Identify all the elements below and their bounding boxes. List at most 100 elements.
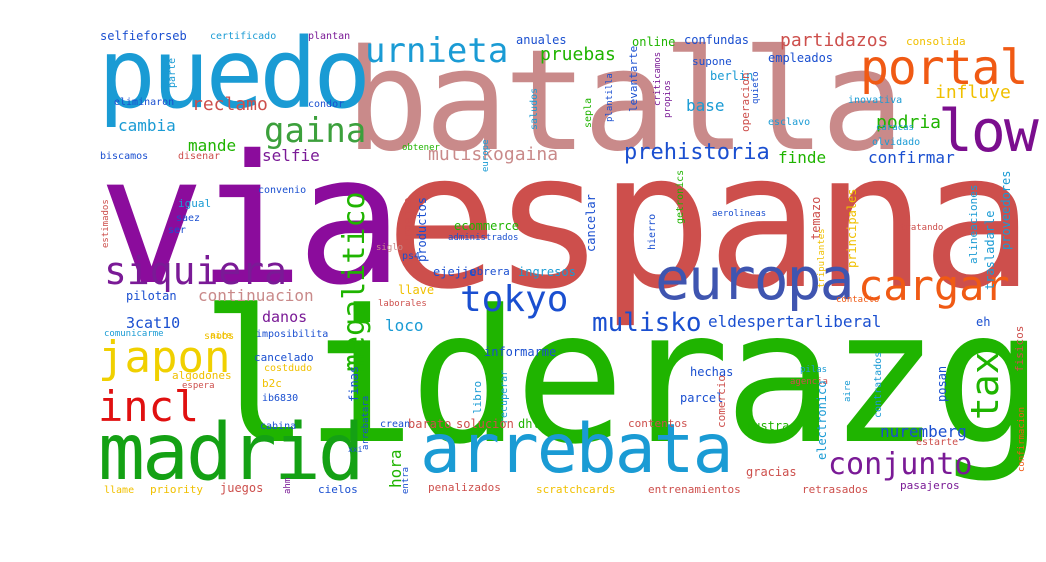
word-portal: portal (860, 40, 1028, 96)
word-saludos: saludos (529, 87, 540, 130)
word-sepla: parte (167, 57, 178, 88)
word-llame: llame (104, 485, 135, 496)
word-espana: espana (385, 112, 1034, 331)
word-algodones: algodones (172, 369, 232, 382)
word-scratchcards: scratchcards (536, 483, 616, 496)
word-obrera: obrera (470, 265, 510, 278)
word-ps4: ps4 (402, 251, 421, 262)
word-plantilla: sepla (583, 97, 594, 128)
word-informarme: informarme (484, 345, 557, 359)
word-siglo: siglo (376, 243, 404, 253)
word-megalitico: megalitico (337, 191, 372, 372)
word-europa: europa (655, 245, 855, 313)
word-selfie: selfie (262, 146, 320, 165)
word-anuales: anuales (516, 33, 567, 47)
word-administrados: administrados (448, 233, 519, 243)
word-empleados: empleados (768, 51, 834, 65)
word-confirmacion: confirmacion (1017, 406, 1027, 472)
word-danos: danos (262, 308, 308, 326)
word-esclavo: esclavo (768, 117, 811, 128)
word-puedo: puedo (98, 18, 371, 130)
word-alineaciones: alineaciones (967, 184, 980, 264)
word-comunicarme: comunicarme (104, 329, 164, 339)
word-costdudo: costdudo (264, 363, 313, 374)
word-pilotan: pilotan (126, 289, 177, 303)
word-condor: condor (308, 99, 345, 110)
word-cielos: cielos (318, 483, 358, 496)
word-trasladarle: trasladarle (983, 210, 997, 290)
word-gaina: gaina (264, 111, 367, 151)
word-llave: llave (398, 283, 435, 297)
word-ingresos: ingresos (518, 265, 576, 279)
word-cancelado: cancelado (254, 351, 314, 364)
word-igual: igual (178, 197, 212, 210)
word-eh: eh (976, 315, 991, 329)
word-3cat10: 3cat10 (126, 314, 181, 332)
word-plantan: plantan (308, 31, 351, 42)
word-japon: japon (98, 332, 231, 383)
word-saez: saez (176, 213, 201, 224)
word-siquiera: siquiera (104, 249, 288, 293)
word-criticamos: criticamos (653, 51, 663, 106)
word-fustra: fustra (746, 419, 790, 433)
word-ahm: ahm (283, 477, 293, 494)
word-estarte: estarte (916, 437, 959, 448)
word-priority: priority (150, 483, 203, 496)
word-incl: incl (98, 382, 200, 431)
word-olvidado: olvidado (872, 137, 921, 148)
word-electronico: electronico (815, 380, 829, 460)
word-principales: principales (845, 188, 859, 268)
word-inovativa: inovativa (848, 95, 903, 106)
word-pruebas: pruebas (540, 44, 616, 65)
word-eldespertarliberal: eldespertarliberal (708, 312, 882, 331)
word-base: base (686, 96, 725, 115)
word-muliskogaina: muliskogaina (428, 144, 559, 165)
word-parte: plantilla (605, 73, 615, 122)
word-finde: finde (778, 148, 827, 167)
word-operacion: operacion (739, 72, 752, 132)
word-recuperar: recuperar (499, 369, 510, 424)
word-imposibilita: imposibilita (256, 329, 329, 340)
word-supone: supone (692, 55, 732, 68)
word-snobs: snobs (204, 331, 235, 342)
word-mande: mande (188, 136, 237, 155)
word-arrebatara: libro (471, 380, 484, 414)
word-estimados: estimados (101, 199, 111, 248)
word-dhl: dhl (518, 417, 540, 431)
word-ib6830: ib6830 (262, 393, 299, 404)
word-levantarte: levantarte (627, 45, 640, 112)
word-low: low (938, 97, 1039, 165)
word-retrasados: retrasados (802, 483, 869, 496)
word-arrebata: arrebata (420, 410, 734, 489)
word-selfieforseb: selfieforseb (100, 29, 187, 43)
word-cornel: aire (210, 331, 232, 341)
word-solucion: solucion (456, 417, 514, 431)
word-prehistoria: prehistoria (624, 140, 770, 165)
word-disenar: disenar (178, 151, 221, 162)
word-partidazos: partidazos (780, 30, 889, 51)
word-b2c: b2c (262, 377, 282, 390)
word-juegos: juegos (220, 481, 264, 495)
word-confirmar: confirmar (868, 148, 955, 167)
word-cargar: cargar (858, 261, 1010, 310)
word-consolida: consolida (906, 35, 966, 48)
word-mulisko: mulisko (592, 308, 702, 338)
word-ecommerce: ecommerce (454, 219, 520, 233)
word-proveedores: proveedores (999, 170, 1013, 250)
word-finas: finas (347, 365, 361, 402)
word-propios: propios (663, 80, 673, 118)
word-madrid: madrid (98, 408, 365, 498)
word-online: online (632, 35, 676, 49)
word-entrenamientos: entrenamientos (648, 483, 741, 496)
word-contratados: contratados (873, 351, 884, 418)
word-nuremberg: nuremberg (880, 422, 967, 441)
word-tratando: tratando (900, 223, 944, 233)
word-via: via (98, 117, 403, 324)
word-europe: arrebatara (361, 395, 371, 450)
word-tax: tax (963, 351, 1007, 420)
word-ser: ser (168, 225, 187, 236)
word-posan: posan (935, 365, 949, 402)
word-libro: europe (481, 139, 491, 172)
word-podria: podria (876, 112, 942, 133)
